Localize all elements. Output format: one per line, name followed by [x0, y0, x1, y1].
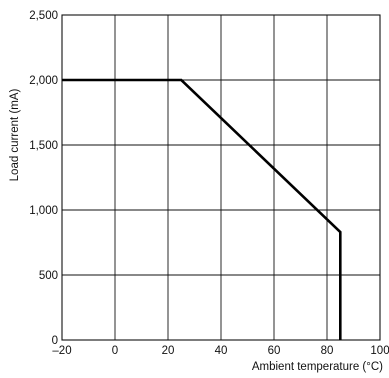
x-tick-label: 60 — [268, 345, 281, 357]
y-tick-label: 1,500 — [29, 140, 58, 152]
x-tick-label: 80 — [321, 345, 334, 357]
y-axis-title: Load current (mA) — [9, 88, 21, 181]
x-tick-label: 40 — [215, 345, 228, 357]
grid — [62, 15, 380, 340]
x-tick-label: 0 — [112, 345, 118, 357]
y-tick-label: 2,000 — [29, 75, 58, 87]
plot-frame — [61, 14, 381, 341]
y-tick-label: 0 — [52, 335, 58, 347]
y-axis-ticks: 0 500 1,000 1,500 2,000 2,500 — [29, 10, 58, 347]
y-tick-label: 500 — [39, 270, 58, 282]
y-tick-label: 1,000 — [29, 205, 58, 217]
x-axis-title: Ambient temperature (°C) — [252, 361, 383, 373]
x-tick-label: 20 — [162, 345, 175, 357]
series-line-0 — [62, 78, 342, 340]
x-tick-label: 100 — [370, 345, 389, 357]
y-tick-label: 2,500 — [29, 10, 58, 22]
x-tick-label: –20 — [52, 345, 71, 357]
series-layer — [62, 78, 342, 340]
x-axis-ticks: –20 0 20 40 60 80 100 — [52, 345, 389, 357]
